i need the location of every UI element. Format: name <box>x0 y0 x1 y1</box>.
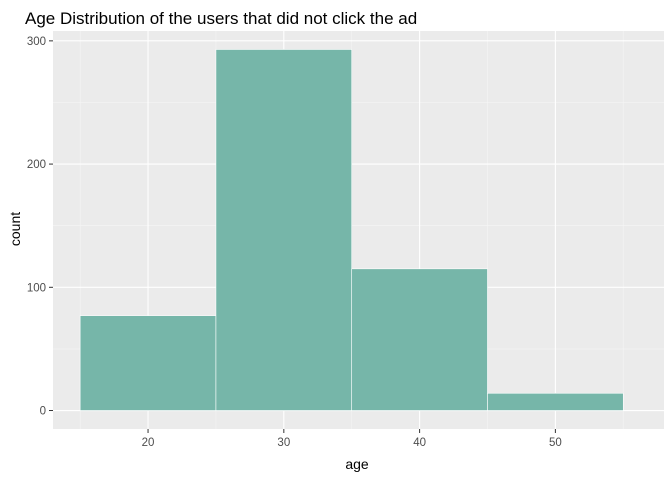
y-tick-label: 100 <box>27 282 46 294</box>
x-axis-title: age <box>345 456 369 472</box>
histogram-bar <box>215 49 353 411</box>
x-tick-label: 50 <box>549 437 562 449</box>
y-axis-title: count <box>7 212 23 246</box>
y-tick-label: 300 <box>27 36 46 48</box>
histogram-bars <box>79 49 624 411</box>
x-tick-label: 40 <box>413 437 426 449</box>
histogram-bar <box>351 268 488 411</box>
histogram-bar <box>79 315 217 411</box>
histogram-bar <box>487 392 624 411</box>
y-tick-label: 0 <box>40 406 46 418</box>
x-tick-label: 20 <box>142 437 155 449</box>
x-tick-label: 30 <box>277 437 290 449</box>
axis-ticks: 20 30 40 50 0 100 200 300 <box>27 36 562 449</box>
y-tick-label: 200 <box>27 159 46 171</box>
chart-title: Age Distribution of the users that did n… <box>25 9 417 28</box>
